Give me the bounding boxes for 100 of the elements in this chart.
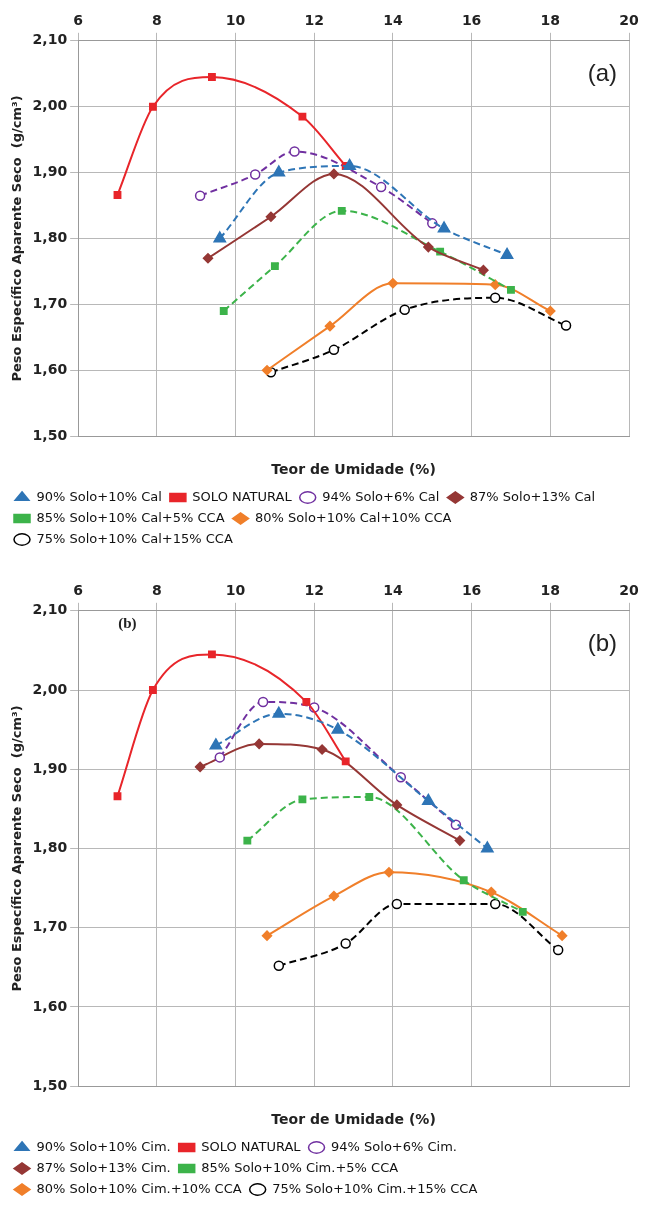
y-axis-title: Peso Específico Aparente Seco (g/cm³) — [9, 705, 25, 992]
point — [265, 211, 277, 222]
x-tick-label: 8 — [151, 582, 162, 599]
point — [207, 650, 216, 659]
annotation: (b) — [587, 629, 617, 657]
point — [486, 886, 497, 898]
point — [261, 365, 273, 376]
point — [273, 960, 285, 972]
x-axis-title: Teor de Umidade (%) — [271, 1111, 436, 1128]
y-tick-label: 1,50 — [32, 426, 68, 443]
point — [257, 696, 269, 708]
point — [207, 73, 216, 81]
legend-label: 75% Solo+10% Cim.+15% CCA — [272, 1180, 478, 1196]
x-tick-label: 16 — [461, 582, 482, 599]
legend-label: 85% Solo+10% Cim.+5% CCA — [201, 1159, 399, 1175]
point — [343, 158, 357, 171]
point — [261, 930, 273, 941]
point — [289, 146, 300, 157]
point — [489, 279, 501, 290]
x-tick-label: 12 — [304, 582, 324, 599]
point — [375, 181, 387, 193]
point — [194, 190, 206, 201]
y-axis-title: Peso Específico Aparente Seco (g/cm³) — [9, 95, 25, 382]
point — [545, 305, 556, 317]
point — [437, 221, 451, 233]
point — [459, 876, 468, 885]
y-tick-label: 2,10 — [32, 31, 68, 48]
point — [324, 320, 336, 332]
legend-label: 90% Solo+10% Cal — [36, 488, 162, 504]
legend-label: 94% Solo+6% Cal — [322, 488, 440, 504]
x-tick-label: 8 — [151, 12, 162, 29]
y-tick-label: 2,00 — [32, 680, 68, 697]
point — [489, 898, 501, 910]
x-tick-label: 16 — [461, 12, 482, 29]
x-tick-label: 14 — [383, 12, 403, 29]
point — [253, 738, 265, 750]
point — [272, 165, 286, 177]
point — [365, 793, 374, 801]
point — [298, 112, 307, 121]
y-tick-label: 1,80 — [32, 229, 68, 246]
point — [423, 241, 434, 253]
y-tick-label: 1,80 — [32, 839, 68, 856]
point — [328, 890, 340, 902]
legend-label: SOLO NATURAL — [201, 1138, 302, 1154]
point — [331, 722, 345, 734]
point — [560, 320, 572, 331]
point — [243, 836, 252, 845]
x-tick-label: 14 — [383, 582, 403, 599]
legend-label: 80% Solo+10% Cal+10% CCA — [255, 509, 452, 525]
point — [454, 835, 466, 846]
point — [399, 304, 410, 315]
point — [383, 867, 395, 878]
legend-label: 85% Solo+10% Cal+5% CCA — [36, 509, 225, 525]
point — [478, 264, 489, 276]
point — [219, 307, 228, 315]
y-tick-label: 1,60 — [32, 997, 68, 1014]
x-tick-label: 20 — [619, 582, 639, 599]
point — [391, 898, 403, 910]
y-tick-label: 1,50 — [32, 1076, 68, 1093]
point — [328, 168, 340, 180]
point — [113, 191, 122, 199]
x-tick-label: 18 — [540, 582, 561, 599]
y-tick-label: 1,70 — [32, 295, 68, 312]
point — [391, 799, 403, 811]
y-tick-label: 2,00 — [32, 97, 68, 114]
legend-label: 87% Solo+13% Cim. — [36, 1159, 171, 1175]
point — [480, 841, 494, 853]
x-tick-label: 20 — [619, 12, 639, 29]
x-tick-label: 10 — [225, 12, 246, 29]
x-axis-title: Teor de Umidade (%) — [271, 461, 436, 478]
x-tick-label: 12 — [304, 12, 324, 29]
point — [518, 907, 527, 916]
point — [213, 231, 227, 243]
point — [316, 744, 328, 755]
point — [148, 102, 157, 111]
point — [272, 706, 286, 718]
y-tick-label: 2,10 — [32, 601, 68, 618]
y-tick-label: 1,70 — [32, 918, 68, 935]
point — [556, 930, 568, 941]
point — [500, 247, 514, 259]
point — [298, 795, 307, 804]
point — [194, 761, 206, 773]
point — [249, 169, 261, 180]
point — [337, 206, 346, 215]
point — [507, 285, 515, 294]
point — [209, 738, 223, 750]
point — [113, 792, 122, 801]
x-tick-label: 6 — [73, 12, 84, 29]
y-tick-label: 1,90 — [32, 759, 68, 776]
point — [489, 292, 501, 304]
legend-label: 94% Solo+6% Cim. — [331, 1138, 457, 1154]
point — [552, 944, 564, 956]
legend-label: 75% Solo+10% Cal+15% CCA — [36, 530, 233, 546]
point — [148, 686, 157, 694]
x-tick-label: 6 — [73, 582, 84, 599]
point — [421, 793, 435, 805]
legend-label: SOLO NATURAL — [192, 488, 293, 504]
point — [387, 278, 399, 289]
annotation: (b) — [118, 615, 137, 633]
legend-label: 90% Solo+10% Cim. — [36, 1138, 171, 1154]
